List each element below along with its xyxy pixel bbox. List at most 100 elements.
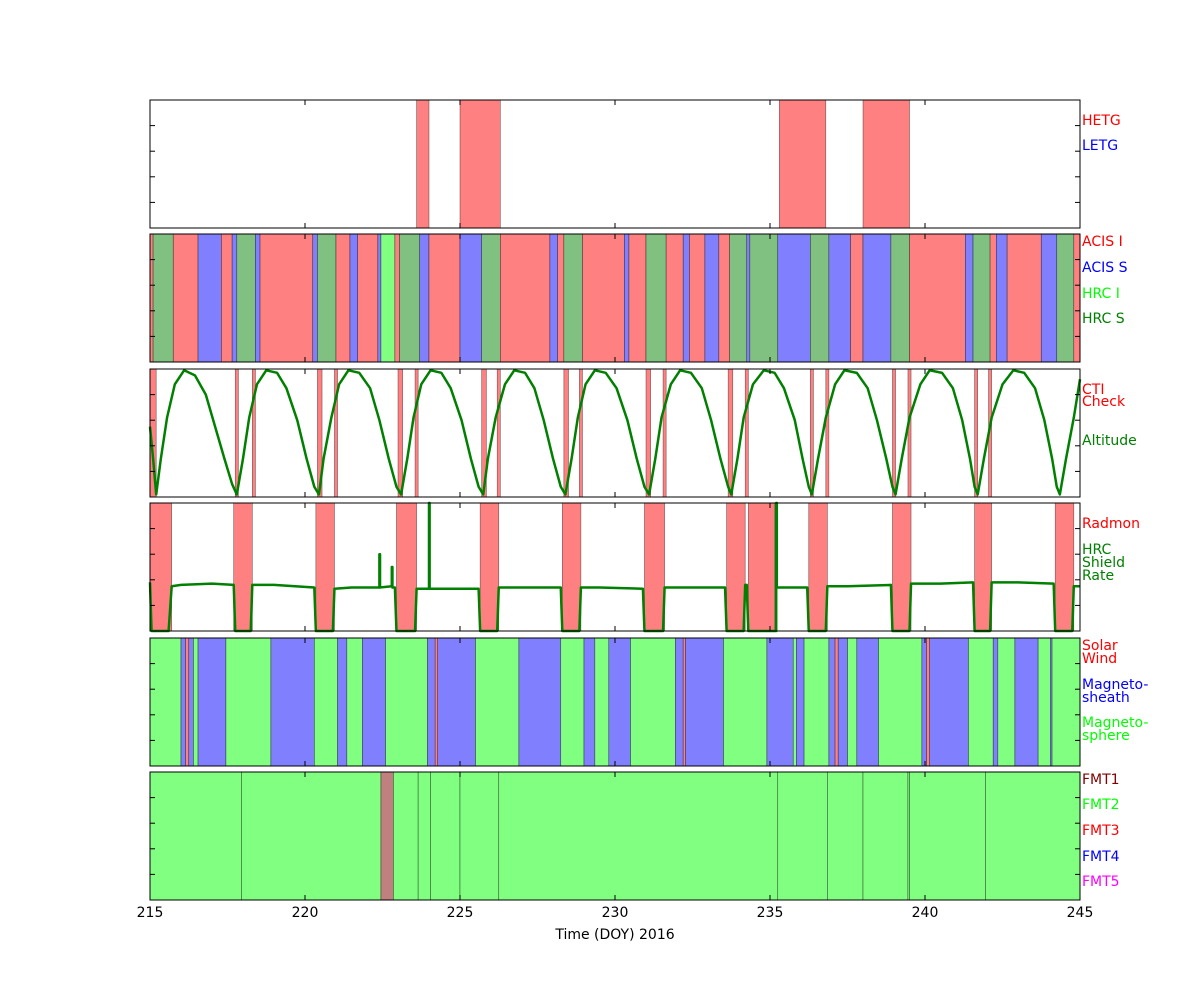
interval-bar [479, 502, 500, 632]
interval-bar [723, 637, 768, 767]
interval-bar [972, 233, 991, 363]
interval-bar [259, 233, 314, 363]
legend-label: FMT3 [1082, 823, 1120, 839]
interval-bar [828, 637, 836, 767]
x-tick-label: 225 [447, 905, 474, 921]
interval-bar [834, 637, 839, 767]
interval-bar [149, 502, 173, 632]
interval-bar [608, 637, 631, 767]
interval-bar [377, 233, 382, 363]
interval-bar [746, 233, 751, 363]
interval-bar [1006, 233, 1042, 363]
x-tick-label: 230 [602, 905, 629, 921]
interval-bar [777, 233, 811, 363]
interval-bar [682, 233, 690, 363]
interval-bar [557, 233, 565, 363]
legend-label: Magneto- [1082, 715, 1148, 731]
interval-bar [803, 637, 830, 767]
interval-bar [315, 502, 335, 632]
series-line-radmon [148, 501, 1080, 633]
interval-bar [729, 233, 748, 363]
interval-bar [623, 233, 630, 363]
x-tick-label: 220 [292, 905, 319, 921]
interval-bar [878, 637, 923, 767]
interval-bar [197, 637, 227, 767]
interval-bar [337, 637, 348, 767]
interval-bar [417, 771, 431, 901]
interval-bar [312, 233, 318, 363]
interval-bar [926, 637, 930, 767]
interval-bar [583, 637, 596, 767]
legend-label: ACIS I [1082, 234, 1123, 250]
interval-bar [362, 637, 386, 767]
legend-label: FMT4 [1082, 849, 1120, 865]
interval-bar [645, 368, 651, 498]
interval-bar [560, 637, 585, 767]
interval-bar [749, 233, 779, 363]
interval-bar [862, 771, 909, 901]
legend-label: Rate [1082, 568, 1114, 584]
series-line-cti [148, 369, 1082, 496]
interval-bar [997, 637, 1016, 767]
interval-bar [892, 368, 896, 498]
interval-bar [809, 368, 814, 498]
interval-bar [225, 637, 272, 767]
interval-bar [1056, 233, 1075, 363]
interval-bar [357, 233, 379, 363]
interval-bar [313, 637, 338, 767]
interval-bar [689, 233, 706, 363]
interval-bar [270, 637, 315, 767]
interval-bar [180, 637, 186, 767]
interval-bar [221, 233, 233, 363]
interval-bar [1037, 637, 1051, 767]
legend-label: sheath [1082, 690, 1130, 706]
interval-bar [862, 233, 892, 363]
interval-bar [582, 233, 625, 363]
interval-bar [399, 233, 420, 363]
interval-bar [317, 233, 337, 363]
interval-bar [380, 233, 396, 363]
interval-bar [437, 637, 476, 767]
panel-grating: HETG LETG [149, 99, 1121, 229]
interval-bar [594, 637, 610, 767]
interval-bar [1051, 637, 1081, 767]
interval-bar [518, 637, 562, 767]
interval-bar [428, 233, 461, 363]
interval-bar [380, 771, 394, 901]
interval-bar [828, 233, 851, 363]
interval-bar [682, 637, 686, 767]
interval-bar [185, 637, 190, 767]
interval-bar [434, 637, 438, 767]
interval-bar [645, 233, 667, 363]
interval-bar [197, 233, 222, 363]
x-tick-label: 245 [1067, 905, 1094, 921]
interval-bar [394, 233, 400, 363]
interval-bar [335, 233, 351, 363]
interval-bar [907, 368, 912, 498]
interval-bar [921, 637, 927, 767]
interval-bar [665, 233, 684, 363]
interval-bar [188, 637, 194, 767]
x-axis: 215 220 225 230 235 240 245 [137, 905, 1094, 921]
interval-bar [974, 368, 978, 498]
interval-bar [827, 771, 864, 901]
legend-label: Altitude [1082, 433, 1137, 449]
interval-bar [1040, 233, 1058, 363]
legend-label: Solar [1082, 638, 1118, 654]
interval-bar [890, 233, 910, 363]
interval-bar [172, 233, 199, 363]
interval-bar [1054, 502, 1075, 632]
panel-instrument: ACIS I ACIS S HRC I HRC S [149, 233, 1128, 363]
interval-bar [152, 233, 174, 363]
interval-bar [255, 233, 261, 363]
legend-label: ACIS S [1082, 260, 1128, 276]
interval-bar [809, 233, 830, 363]
interval-bar [397, 368, 403, 498]
interval-bar [549, 233, 558, 363]
legend-label: sphere [1082, 728, 1130, 744]
interval-bar [241, 771, 382, 901]
